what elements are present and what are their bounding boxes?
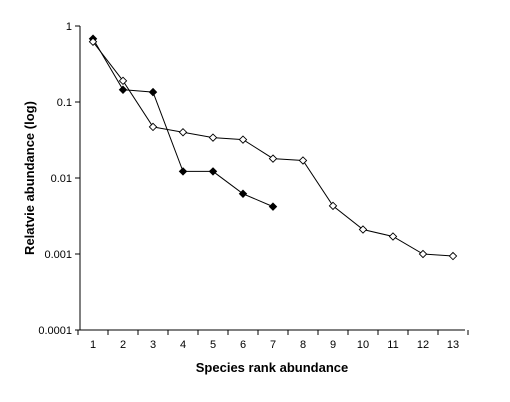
series-2-point bbox=[298, 156, 308, 165]
x-tick-label: 11 bbox=[387, 339, 398, 351]
x-tick-label: 5 bbox=[210, 339, 216, 351]
x-tick-label: 4 bbox=[180, 339, 186, 351]
x-tick-label: 7 bbox=[270, 339, 276, 351]
series-2-point bbox=[178, 128, 188, 137]
y-tick-label: 0.1 bbox=[57, 97, 72, 109]
y-axis-title: Relatvie abundance (log) bbox=[22, 101, 37, 255]
series-2-point bbox=[448, 251, 458, 261]
x-tick-label: 12 bbox=[417, 339, 429, 351]
series-1-point bbox=[118, 85, 128, 94]
x-tick-label: 8 bbox=[300, 339, 306, 351]
series-2-point bbox=[148, 122, 158, 132]
series-2-point bbox=[388, 232, 398, 241]
series-2-point bbox=[268, 154, 278, 163]
x-tick-label: 10 bbox=[357, 339, 369, 351]
series-2-point bbox=[418, 249, 428, 259]
x-axis-title: Species rank abundance bbox=[196, 360, 348, 375]
series-1-point bbox=[208, 167, 218, 176]
series-2-point bbox=[88, 37, 98, 47]
series-2-point bbox=[238, 135, 248, 144]
series-1-line bbox=[92, 38, 274, 208]
series-2-point bbox=[118, 76, 128, 86]
y-tick-label: 0.01 bbox=[51, 173, 72, 185]
series-2-point bbox=[358, 225, 368, 234]
x-tick-label: 3 bbox=[150, 339, 156, 351]
series-2-line bbox=[92, 41, 454, 257]
series-1-point bbox=[148, 87, 158, 97]
x-tick-label: 6 bbox=[240, 339, 246, 351]
x-tick-label: 9 bbox=[330, 339, 336, 351]
x-tick-label: 13 bbox=[447, 339, 459, 351]
series-2-point bbox=[328, 201, 338, 211]
series-1-point bbox=[178, 167, 188, 176]
series-2-point bbox=[208, 133, 218, 142]
series-1-point bbox=[268, 202, 278, 211]
y-tick-label: 0.0001 bbox=[38, 325, 72, 337]
x-tick-label: 2 bbox=[120, 339, 126, 351]
series-1-point bbox=[238, 189, 248, 199]
y-tick-label: 0.001 bbox=[44, 249, 72, 261]
x-tick-label: 1 bbox=[90, 339, 96, 351]
y-tick-label: 1 bbox=[66, 21, 72, 33]
